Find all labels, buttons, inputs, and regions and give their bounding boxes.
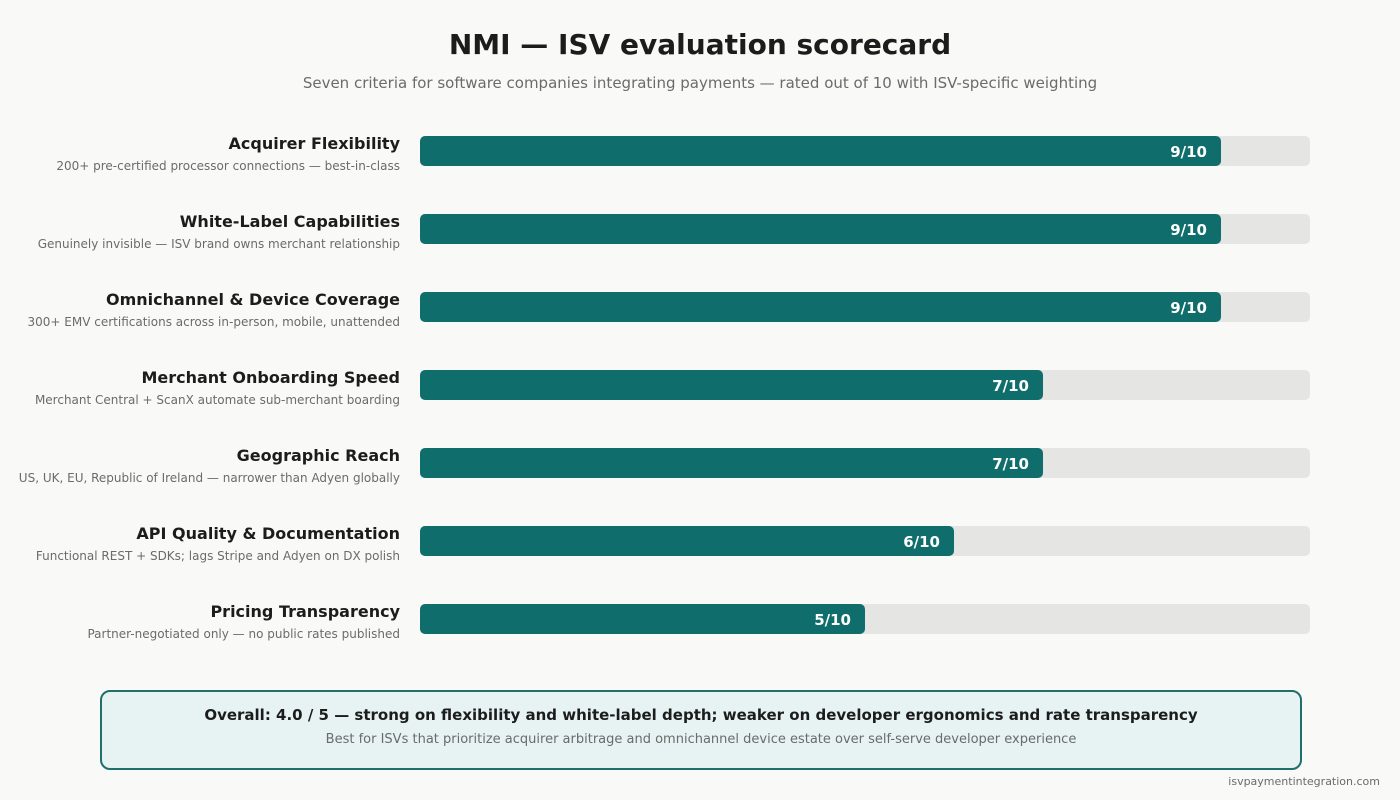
criterion-label: Pricing Transparency: [210, 602, 400, 621]
score-value-label: 7/10: [992, 455, 1029, 473]
score-value-label: 7/10: [992, 377, 1029, 395]
criterion-description: US, UK, EU, Republic of Ireland — narrow…: [18, 471, 400, 485]
bar-track: 9/10: [420, 292, 1310, 322]
bar-track: 7/10: [420, 448, 1310, 478]
score-bar: 7/10: [420, 448, 1043, 478]
criterion-label: White-Label Capabilities: [179, 212, 400, 231]
bar-track: 5/10: [420, 604, 1310, 634]
score-value-label: 5/10: [814, 611, 851, 629]
chart-title: NMI — ISV evaluation scorecard: [448, 28, 952, 61]
score-row: Pricing Transparency Partner-negotiated o…: [0, 602, 1400, 664]
criterion-label: Merchant Onboarding Speed: [141, 368, 400, 387]
score-bar: 9/10: [420, 292, 1221, 322]
bar-track: 9/10: [420, 136, 1310, 166]
criterion-description: 300+ EMV certifications across in-person…: [27, 315, 400, 329]
score-bar: 9/10: [420, 214, 1221, 244]
criterion-label: API Quality & Documentation: [136, 524, 400, 543]
criterion-label: Geographic Reach: [236, 446, 400, 465]
summary-recommendation: Best for ISVs that prioritize acquirer a…: [325, 732, 1077, 747]
score-row: Acquirer Flexibility 200+ pre-certified p…: [0, 134, 1400, 196]
score-bar: 6/10: [420, 526, 954, 556]
score-bar: 5/10: [420, 604, 865, 634]
score-value-label: 9/10: [1170, 143, 1207, 161]
summary-box: Overall: 4.0 / 5 — strong on flexibility…: [100, 690, 1302, 770]
criterion-label: Acquirer Flexibility: [228, 134, 400, 153]
score-row: API Quality & Documentation Functional RE…: [0, 524, 1400, 586]
chart-subtitle: Seven criteria for software companies in…: [302, 74, 1098, 92]
criterion-label: Omnichannel & Device Coverage: [106, 290, 400, 309]
summary-verdict: Overall: 4.0 / 5 — strong on flexibility…: [204, 706, 1198, 724]
score-bar: 7/10: [420, 370, 1043, 400]
criterion-description: Merchant Central + ScanX automate sub-me…: [34, 393, 400, 407]
score-row: White-Label Capabilities Genuinely invisi…: [0, 212, 1400, 274]
bar-track: 7/10: [420, 370, 1310, 400]
criterion-description: 200+ pre-certified processor connections…: [56, 159, 400, 173]
source-credit: isvpaymentintegration.com: [1228, 775, 1380, 788]
score-row: Geographic Reach US, UK, EU, Republic of …: [0, 446, 1400, 508]
bar-track: 6/10: [420, 526, 1310, 556]
score-value-label: 6/10: [903, 533, 940, 551]
bar-track: 9/10: [420, 214, 1310, 244]
score-row: Omnichannel & Device Coverage 300+ EMV ce…: [0, 290, 1400, 352]
criterion-description: Partner-negotiated only — no public rate…: [87, 627, 400, 641]
score-bar: 9/10: [420, 136, 1221, 166]
criterion-description: Functional REST + SDKs; lags Stripe and …: [35, 549, 400, 563]
criterion-description: Genuinely invisible — ISV brand owns mer…: [37, 237, 400, 251]
score-value-label: 9/10: [1170, 221, 1207, 239]
score-value-label: 9/10: [1170, 299, 1207, 317]
score-row: Merchant Onboarding Speed Merchant Centra…: [0, 368, 1400, 430]
